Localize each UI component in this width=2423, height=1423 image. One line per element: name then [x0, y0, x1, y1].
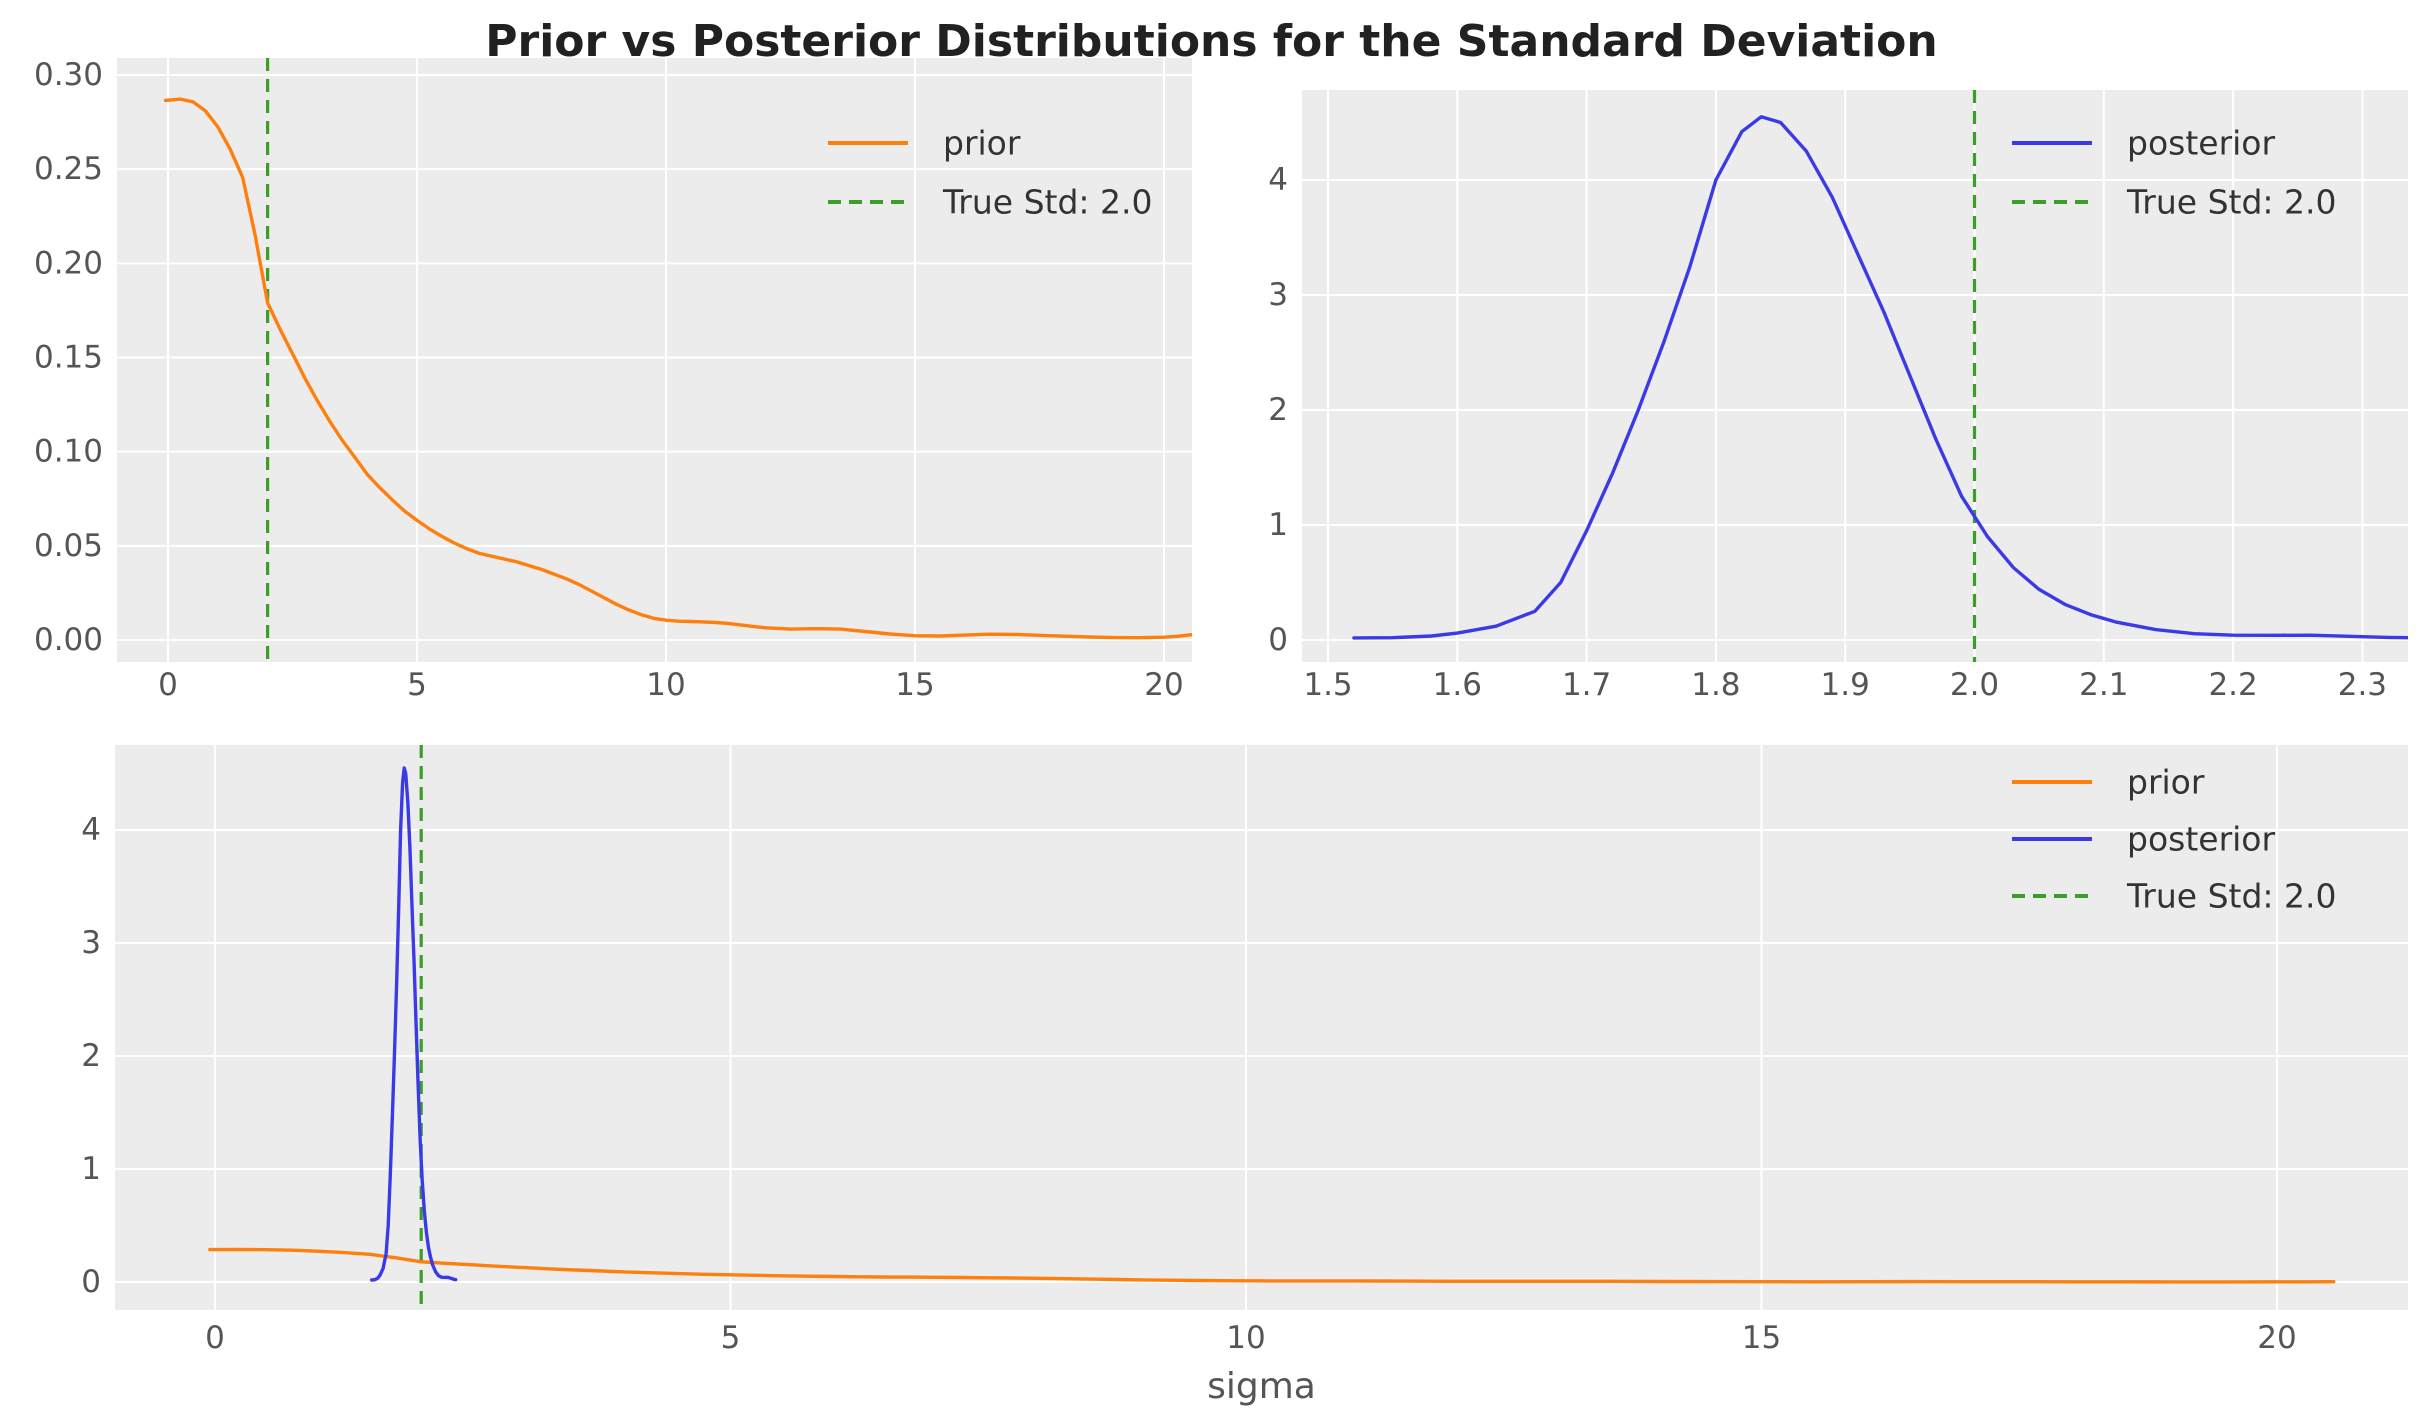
prior-curve [208, 1247, 2336, 1284]
y-tick-label: 0.20 [34, 245, 103, 281]
x-tick-label: 1.9 [1821, 667, 1870, 703]
y-tick-label: 2 [1268, 392, 1288, 428]
combined-panel: 0 1 2 3 4 0 5 10 15 20 sigma prior posterior True Std… [81, 745, 2408, 1407]
panel-background [1302, 90, 2408, 662]
y-tick-label: 0 [81, 1264, 101, 1300]
legend-label: posterior [2127, 820, 2275, 859]
x-tick-label: 1.5 [1303, 667, 1352, 703]
x-tick-label: 2.3 [2338, 667, 2387, 703]
x-tick-label: 15 [1742, 1320, 1781, 1356]
x-tick-label: 15 [895, 667, 934, 703]
x-tick-label: 10 [1226, 1320, 1265, 1356]
legend-label: prior [2127, 763, 2205, 802]
posterior-curve [370, 766, 458, 1282]
x-tick-label: 2.2 [2208, 667, 2257, 703]
x-tick-label: 10 [646, 667, 685, 703]
x-tick-label: 20 [2257, 1320, 2296, 1356]
y-tick-label: 0.00 [34, 622, 103, 658]
legend-label: True Std: 2.0 [2126, 877, 2337, 916]
x-tick-label: 1.7 [1562, 667, 1611, 703]
x-tick-label: 1.6 [1433, 667, 1482, 703]
x-tick-label: 2.0 [1950, 667, 1999, 703]
y-tick-label: 2 [81, 1038, 101, 1074]
panel-background [117, 58, 1192, 662]
posterior-panel: 0 1 2 3 4 1.5 1.6 1.7 1.8 1.9 2.0 2.1 2.2 2.3 posterio… [1268, 90, 2408, 703]
legend-label: posterior [2127, 124, 2275, 163]
y-tick-label: 0.10 [34, 434, 103, 470]
y-tick-label: 0.15 [34, 340, 103, 376]
legend-label: prior [943, 124, 1021, 163]
x-tick-label: 5 [407, 667, 427, 703]
y-tick-label: 3 [1268, 277, 1288, 313]
prior-curve [163, 97, 1192, 640]
y-tick-label: 1 [81, 1151, 101, 1187]
y-tick-label: 0 [1268, 622, 1288, 658]
y-tick-label: 1 [1268, 507, 1288, 543]
x-tick-label: 5 [721, 1320, 741, 1356]
x-tick-label: 20 [1144, 667, 1183, 703]
x-tick-label: 0 [158, 667, 178, 703]
y-tick-label: 4 [1268, 162, 1288, 198]
y-tick-label: 3 [81, 925, 101, 961]
x-tick-label: 2.1 [2079, 667, 2128, 703]
legend-label: True Std: 2.0 [942, 183, 1153, 222]
x-tick-label: 1.8 [1691, 667, 1740, 703]
y-tick-label: 4 [81, 812, 101, 848]
y-tick-label: 0.30 [34, 57, 103, 93]
x-tick-label: 0 [205, 1320, 225, 1356]
x-axis-label: sigma [1207, 1366, 1316, 1407]
y-tick-label: 0.25 [34, 151, 103, 187]
prior-panel: 0.00 0.05 0.10 0.15 0.20 0.25 0.30 0 5 10 15 20 prio… [34, 57, 1192, 703]
posterior-curve [1352, 115, 2408, 640]
legend-label: True Std: 2.0 [2126, 183, 2337, 222]
y-tick-label: 0.05 [34, 528, 103, 564]
